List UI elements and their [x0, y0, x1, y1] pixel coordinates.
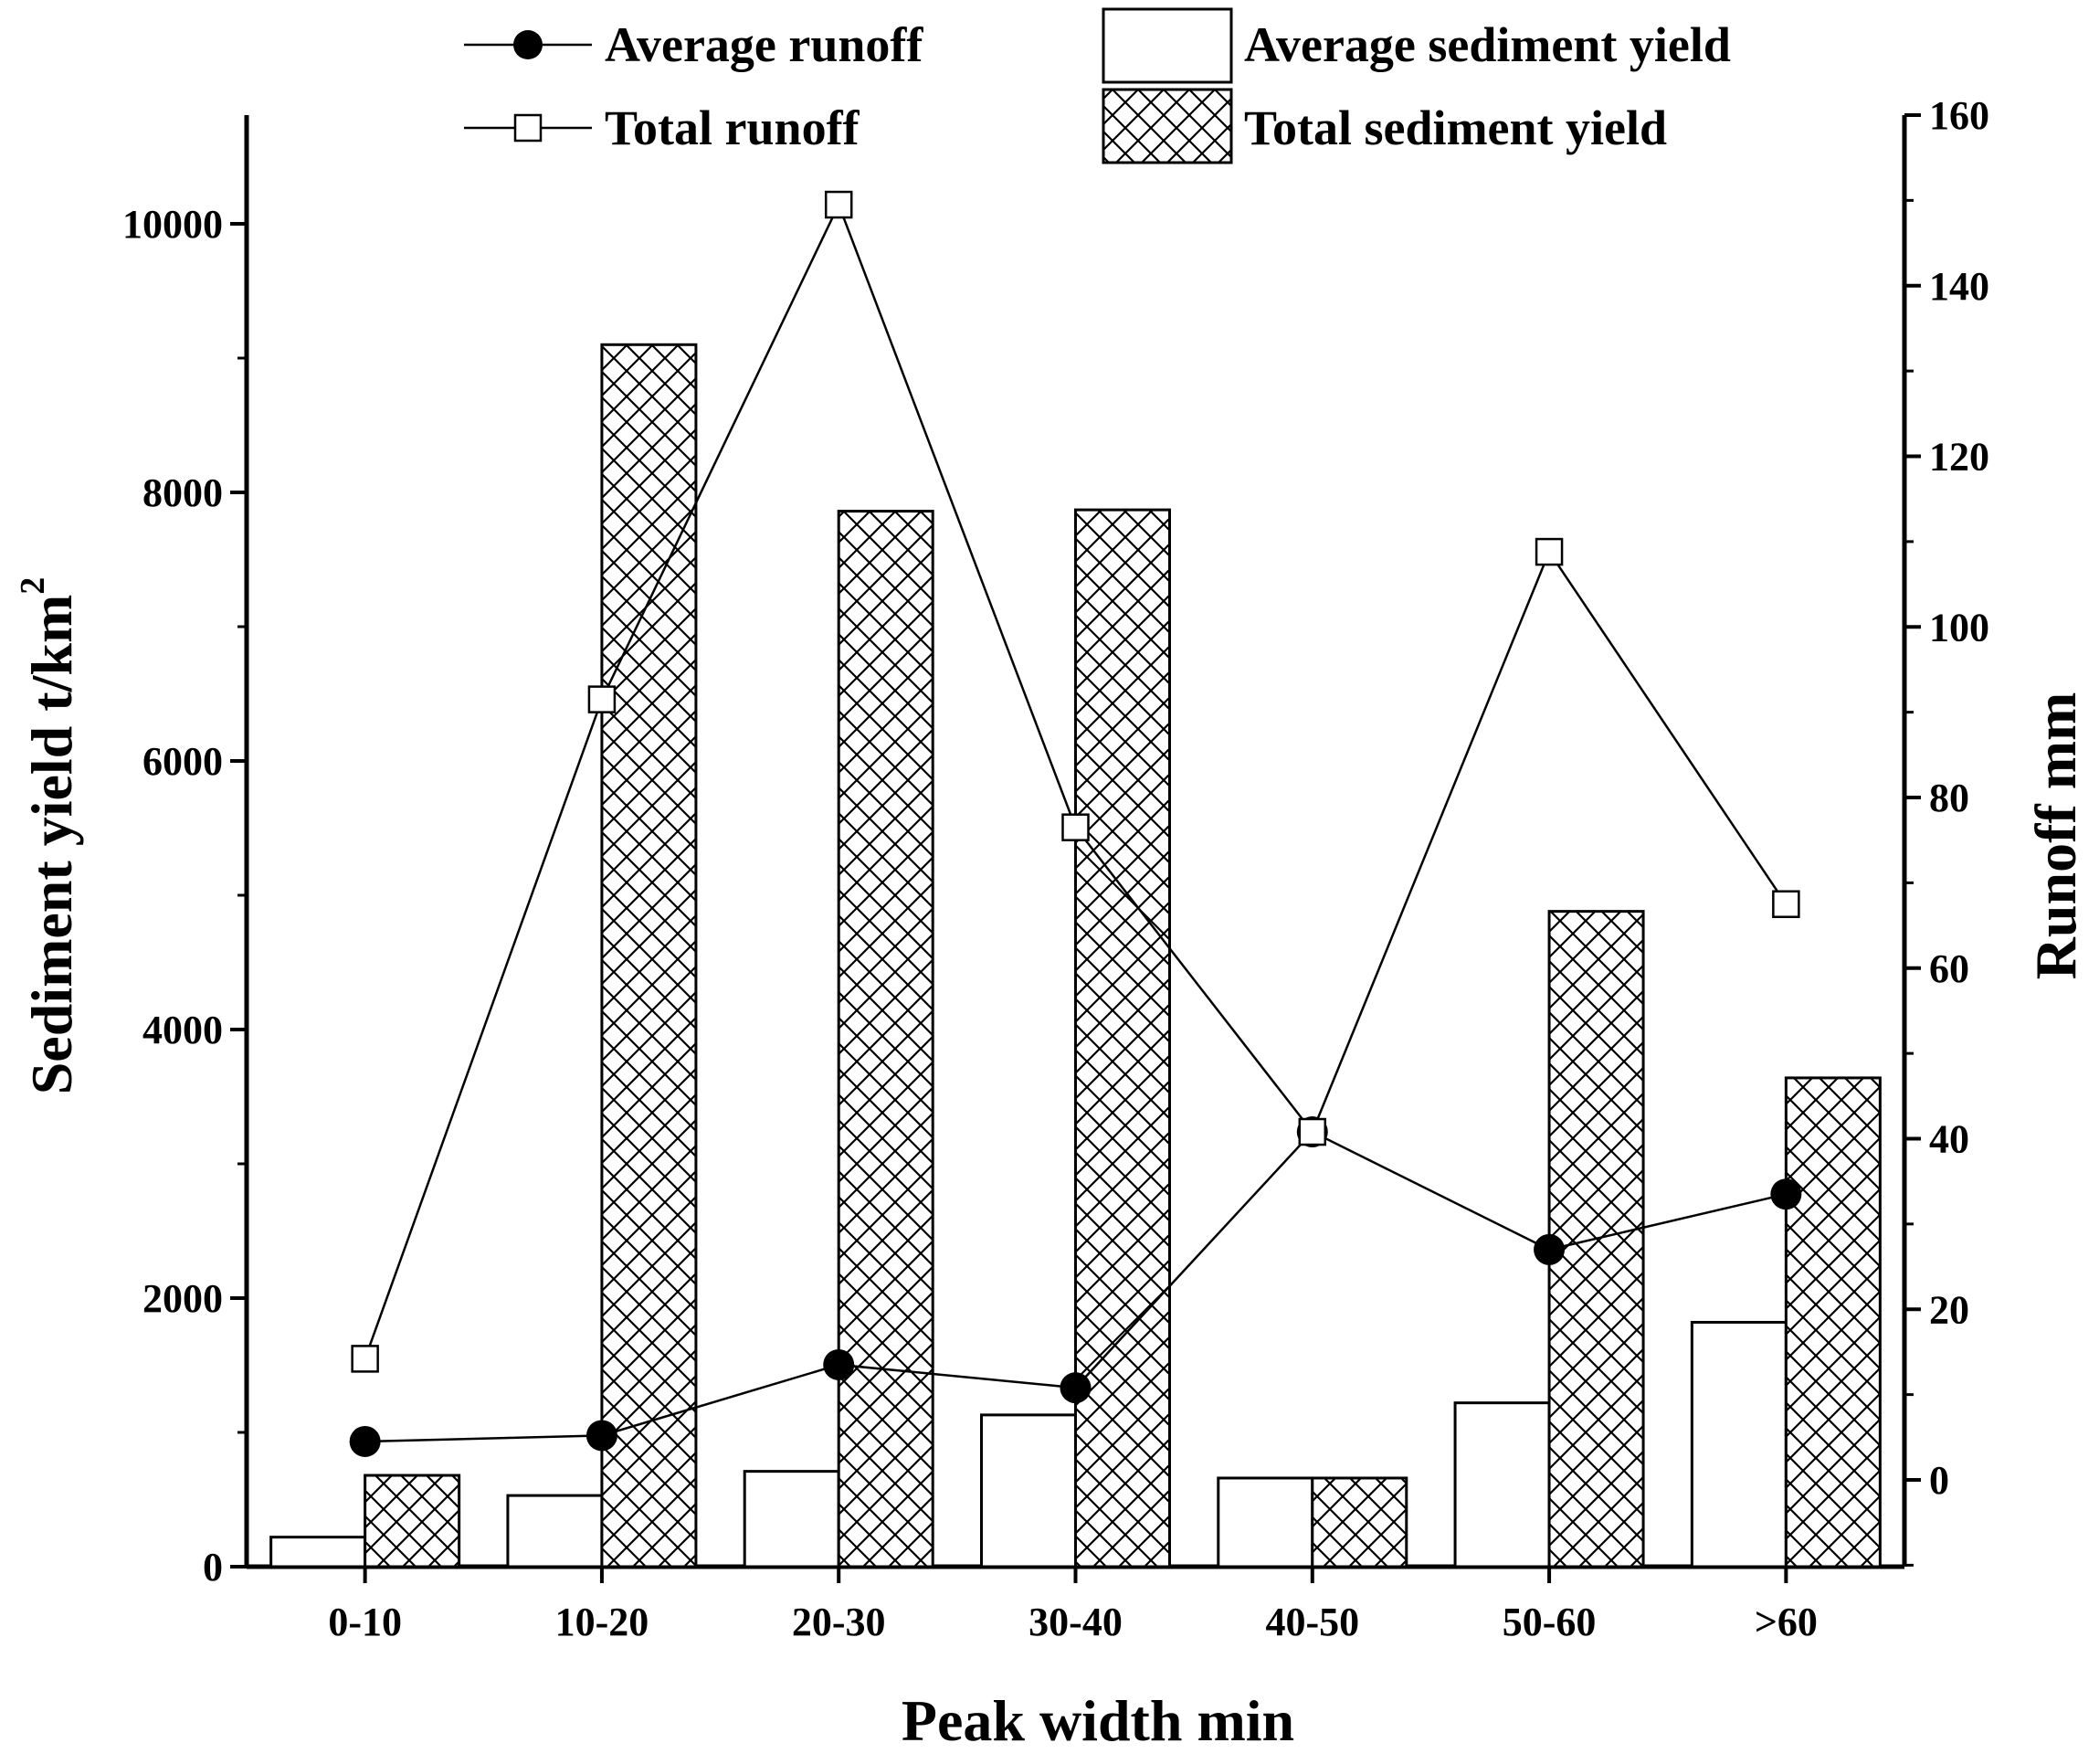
legend-average-runoff-marker — [513, 30, 543, 59]
point-average-runoff-1 — [585, 1420, 617, 1452]
point-average-runoff-2 — [823, 1348, 855, 1380]
bar-total-sediment-4 — [1311, 1476, 1408, 1569]
bar-average-sediment-6 — [1690, 1320, 1788, 1569]
bar-average-sediment-2 — [743, 1470, 840, 1569]
point-total-runoff-3 — [1061, 813, 1090, 841]
legend-total-runoff-marker — [513, 113, 543, 143]
legend-total-runoff-label: Total runoff — [605, 100, 860, 155]
point-total-runoff-0 — [351, 1345, 379, 1373]
legend: Average runoff Total runoff Average sedi… — [464, 7, 1731, 164]
legend-average-runoff[interactable]: Average runoff — [464, 17, 923, 72]
point-average-runoff-6 — [1770, 1178, 1802, 1210]
bars-layer — [269, 343, 1882, 1569]
y2-tick-label-140: 140 — [1929, 264, 1989, 309]
bar-total-sediment-6 — [1784, 1076, 1882, 1569]
y2-tick-label-160: 160 — [1929, 93, 1989, 138]
y-tick-label-10000: 10000 — [122, 202, 223, 247]
point-total-runoff-5 — [1535, 537, 1564, 566]
x-tick-label-2: 20-30 — [792, 1600, 886, 1644]
legend-average-runoff-label: Average runoff — [605, 17, 923, 72]
legend-total-sediment-label: Total sediment yield — [1244, 100, 1667, 155]
y-tick-label-6000: 6000 — [142, 739, 223, 784]
bar-average-sediment-1 — [506, 1494, 604, 1569]
x-tick-label-3: 30-40 — [1028, 1600, 1123, 1644]
legend-total-runoff[interactable]: Total runoff — [464, 100, 860, 155]
bar-total-sediment-2 — [837, 510, 934, 1569]
y2-tick-label-0: 0 — [1929, 1458, 1949, 1503]
bar-average-sediment-0 — [269, 1536, 367, 1569]
y2-tick-label-60: 60 — [1929, 946, 1969, 991]
y-axis-title: Sediment yield t/km2 — [14, 577, 84, 1095]
point-total-runoff-1 — [587, 685, 617, 713]
y-axis-title-superscript: 2 — [14, 577, 52, 595]
bar-total-sediment-0 — [364, 1474, 461, 1569]
ticks-layer: 0 2000 4000 6000 8000 10000 0 20 40 60 80 100 120 140… — [122, 93, 1989, 1644]
point-average-runoff-5 — [1534, 1233, 1566, 1265]
markers-layer — [349, 190, 1802, 1457]
point-total-runoff-6 — [1772, 890, 1800, 918]
y-tick-label-4000: 4000 — [142, 1008, 223, 1052]
point-total-runoff-2 — [824, 190, 853, 219]
legend-average-sediment-swatch — [1102, 7, 1233, 84]
x-axis-title: Peak width min — [902, 1688, 1294, 1753]
y-tick-label-2000: 2000 — [142, 1276, 223, 1321]
bar-total-sediment-1 — [600, 343, 698, 1569]
x-tick-label-1: 10-20 — [555, 1600, 649, 1644]
y2-tick-label-120: 120 — [1929, 435, 1989, 480]
x-tick-label-0: 0-10 — [328, 1600, 402, 1644]
bar-total-sediment-3 — [1074, 508, 1171, 1569]
legend-total-sediment-yield[interactable]: Total sediment yield — [1102, 88, 1667, 164]
bar-average-sediment-5 — [1453, 1401, 1551, 1569]
y-tick-label-8000: 8000 — [142, 470, 223, 515]
legend-total-sediment-swatch — [1102, 88, 1233, 164]
bar-average-sediment-4 — [1217, 1476, 1314, 1569]
point-total-runoff-4 — [1298, 1117, 1327, 1146]
x-tick-label-6: >60 — [1755, 1600, 1818, 1644]
y2-axis-title: Runoff mm — [2023, 692, 2088, 980]
point-average-runoff-0 — [349, 1425, 381, 1457]
legend-average-sediment-label: Average sediment yield — [1244, 17, 1731, 72]
y2-tick-label-40: 40 — [1929, 1117, 1969, 1162]
y2-tick-label-100: 100 — [1929, 605, 1989, 650]
y2-tick-label-20: 20 — [1929, 1287, 1969, 1332]
legend-average-sediment-yield[interactable]: Average sediment yield — [1102, 7, 1731, 84]
y-axis-title-text: Sediment yield t/km — [19, 595, 84, 1095]
point-average-runoff-3 — [1060, 1372, 1092, 1404]
y-tick-label-0: 0 — [203, 1545, 223, 1590]
x-tick-label-4: 40-50 — [1265, 1600, 1359, 1644]
y2-tick-label-80: 80 — [1929, 776, 1969, 820]
x-tick-label-5: 50-60 — [1503, 1600, 1597, 1644]
bar-average-sediment-3 — [980, 1413, 1077, 1569]
